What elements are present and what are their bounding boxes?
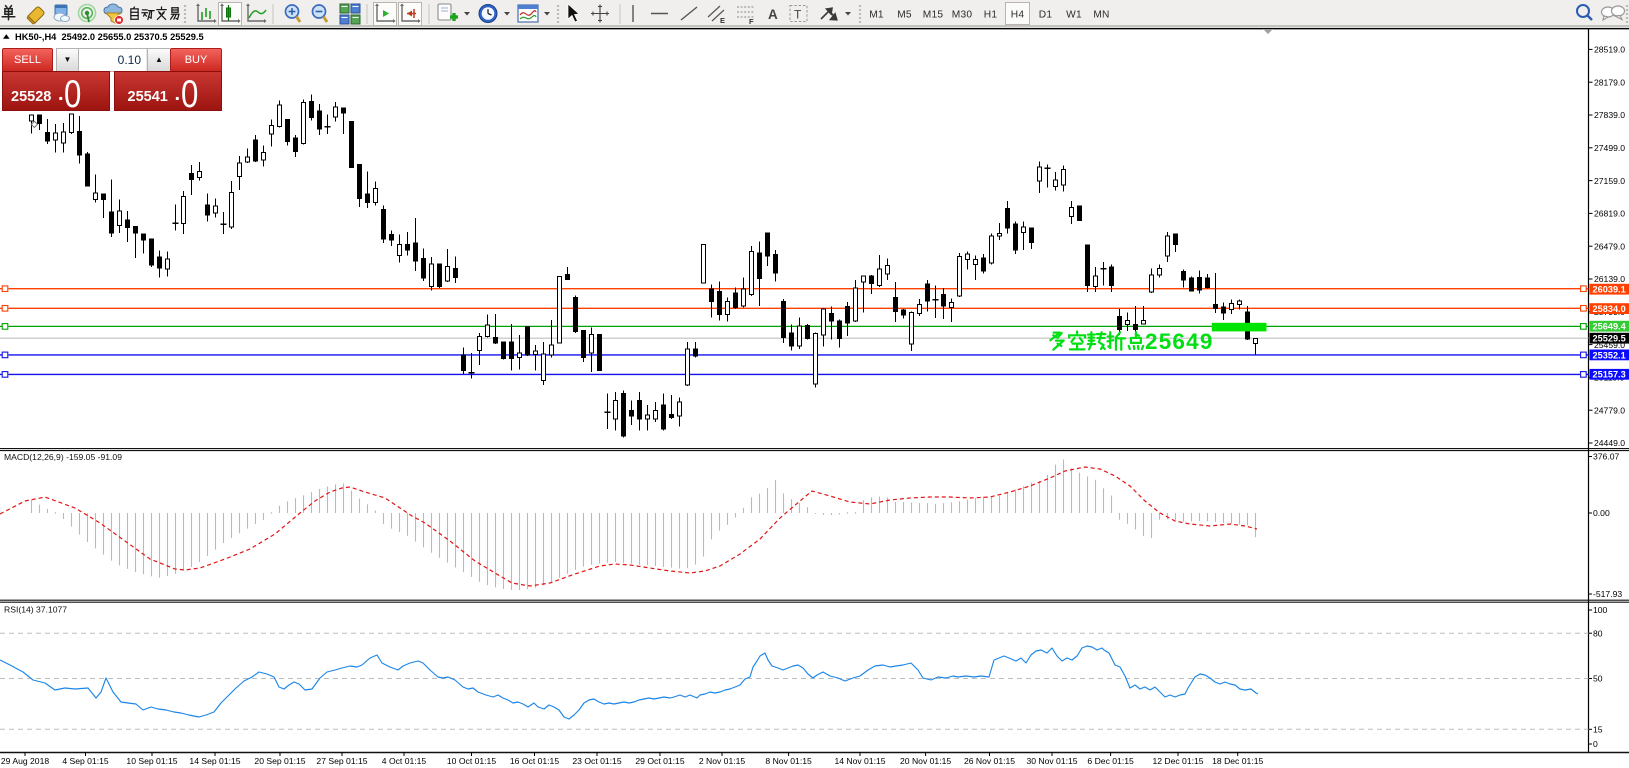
svg-text:10 Sep 01:15: 10 Sep 01:15 [126, 756, 177, 766]
svg-text:2 Nov 01:15: 2 Nov 01:15 [699, 756, 746, 766]
svg-text:26 Nov 01:15: 26 Nov 01:15 [964, 756, 1015, 766]
svg-text:D1: D1 [1039, 10, 1053, 21]
svg-text:23 Oct 01:15: 23 Oct 01:15 [572, 756, 621, 766]
svg-text:25649: 25649 [1145, 329, 1214, 354]
svg-text:-517.93: -517.93 [1593, 589, 1622, 599]
svg-text:M15: M15 [923, 10, 944, 21]
svg-text:29 Oct 01:15: 29 Oct 01:15 [635, 756, 684, 766]
svg-text:MACD(12,26,9) -159.05 -91.09: MACD(12,26,9) -159.05 -91.09 [4, 452, 122, 462]
svg-text:14 Sep 01:15: 14 Sep 01:15 [189, 756, 240, 766]
svg-text:16 Oct 01:15: 16 Oct 01:15 [510, 756, 559, 766]
svg-text:80: 80 [1593, 628, 1603, 638]
svg-text:18 Dec 01:15: 18 Dec 01:15 [1212, 756, 1263, 766]
svg-text:25649.4: 25649.4 [1593, 322, 1627, 332]
svg-text:0.00: 0.00 [1593, 508, 1610, 518]
svg-text:25459.0: 25459.0 [1594, 340, 1625, 350]
svg-text:4 Sep 01:15: 4 Sep 01:15 [62, 756, 109, 766]
svg-text:E: E [720, 16, 725, 25]
svg-text:50: 50 [1593, 674, 1603, 684]
svg-text:RSI(14) 37.1077: RSI(14) 37.1077 [4, 605, 67, 615]
svg-text:6 Dec 01:15: 6 Dec 01:15 [1087, 756, 1134, 766]
svg-text:24449.0: 24449.0 [1594, 438, 1625, 448]
svg-text:29 Aug 2018: 29 Aug 2018 [1, 756, 49, 766]
svg-text:MN: MN [1093, 10, 1109, 21]
svg-text:25352.1: 25352.1 [1593, 350, 1626, 360]
svg-text:26039.1: 26039.1 [1593, 285, 1626, 295]
svg-text:14 Nov 01:15: 14 Nov 01:15 [834, 756, 885, 766]
svg-text:27839.0: 27839.0 [1594, 110, 1625, 120]
svg-text:M5: M5 [897, 10, 912, 21]
svg-text:25529.5: 25529.5 [1593, 334, 1626, 344]
svg-text:10 Oct 01:15: 10 Oct 01:15 [447, 756, 496, 766]
svg-text:24779.0: 24779.0 [1594, 405, 1625, 415]
svg-text:28179.0: 28179.0 [1594, 77, 1625, 87]
svg-text:HK50-,H4 25492.0 25655.0 2537: HK50-,H4 25492.0 25655.0 25370.5 25529.5 [15, 32, 204, 42]
svg-text:12 Dec 01:15: 12 Dec 01:15 [1152, 756, 1203, 766]
svg-text:H1: H1 [984, 10, 998, 21]
svg-text:30 Nov 01:15: 30 Nov 01:15 [1026, 756, 1077, 766]
svg-text:25834.0: 25834.0 [1593, 304, 1626, 314]
svg-text:M30: M30 [952, 10, 973, 21]
svg-text:20 Sep 01:15: 20 Sep 01:15 [254, 756, 305, 766]
svg-text:27159.0: 27159.0 [1594, 176, 1625, 186]
svg-text:26479.0: 26479.0 [1594, 241, 1625, 251]
svg-text:27 Sep 01:15: 27 Sep 01:15 [316, 756, 367, 766]
svg-text:20 Nov 01:15: 20 Nov 01:15 [900, 756, 951, 766]
svg-text:0: 0 [1593, 739, 1598, 749]
svg-text:H4: H4 [1011, 10, 1025, 21]
svg-text:8 Nov 01:15: 8 Nov 01:15 [765, 756, 812, 766]
svg-text:W1: W1 [1066, 10, 1082, 21]
svg-text:100: 100 [1593, 605, 1608, 615]
svg-text:26819.0: 26819.0 [1594, 209, 1625, 219]
svg-text:27499.0: 27499.0 [1594, 143, 1625, 153]
svg-text:25157.3: 25157.3 [1593, 370, 1626, 380]
svg-text:A: A [768, 7, 778, 22]
svg-text:15: 15 [1593, 725, 1603, 735]
svg-text:M1: M1 [869, 10, 884, 21]
svg-text:4 Oct 01:15: 4 Oct 01:15 [382, 756, 427, 766]
svg-text:376.07: 376.07 [1593, 452, 1620, 462]
svg-text:T: T [794, 8, 802, 22]
svg-text:28519.0: 28519.0 [1594, 45, 1625, 55]
svg-text:26139.0: 26139.0 [1594, 274, 1625, 284]
svg-text:F: F [749, 17, 754, 26]
